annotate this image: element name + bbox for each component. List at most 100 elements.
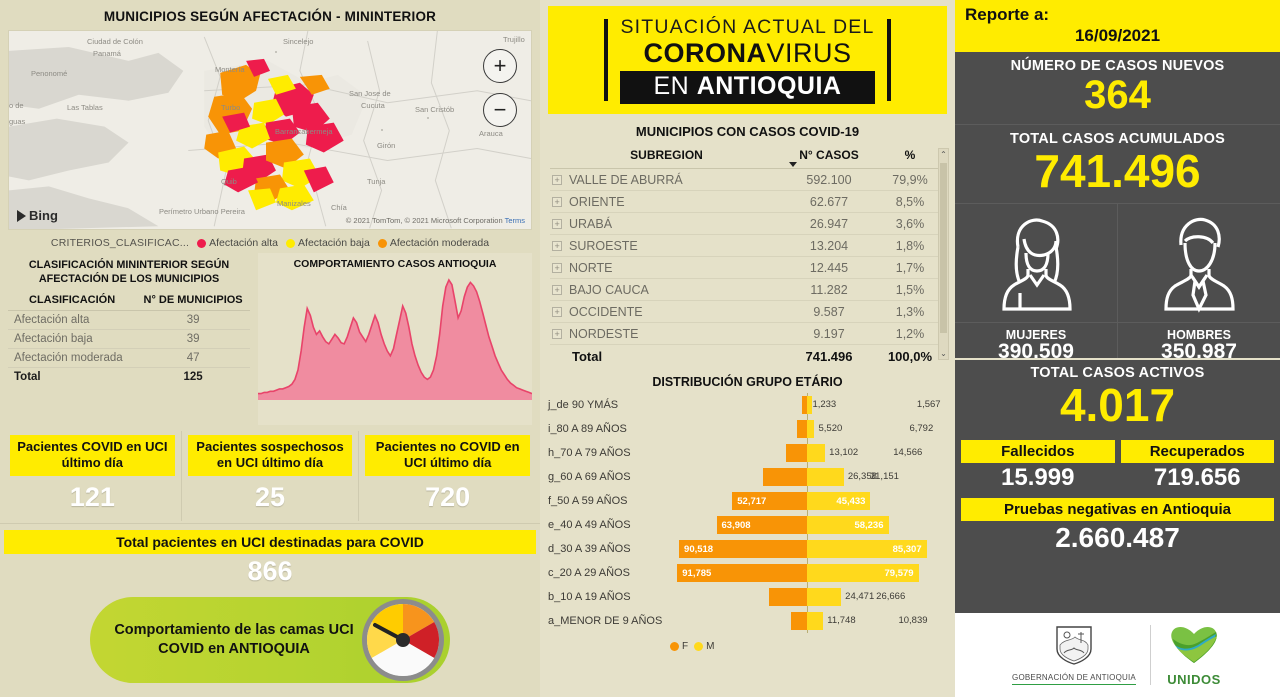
banner-line-3: EN ANTIOQUIA bbox=[620, 70, 875, 104]
pyramid-bar-female[interactable]: 52,717 bbox=[732, 492, 807, 510]
uci-covid-label: Pacientes COVID en UCI último día bbox=[10, 435, 175, 476]
col-header-cases[interactable]: N° CASOS bbox=[783, 144, 875, 169]
pyramid-value-male: 45,433 bbox=[836, 495, 866, 507]
pyramid-value-male: 26,358 bbox=[847, 471, 877, 482]
uci-suspect-value: 25 bbox=[254, 481, 286, 512]
pyramid-category-label: j_de 90 YMÁS bbox=[548, 399, 619, 411]
expand-icon[interactable]: + bbox=[552, 307, 562, 318]
table-row[interactable]: Afectación alta 39 bbox=[8, 310, 250, 330]
pyramid-row[interactable]: e_40 A 49 AÑOS 63,908 58,236 bbox=[548, 513, 947, 537]
uci-beds-banner[interactable]: Comportamiento de las camas UCI COVID en… bbox=[90, 596, 450, 683]
pyramid-row[interactable]: b_10 A 19 AÑOS 26,666 24,471 bbox=[548, 585, 947, 609]
classification-row-label: Afectación moderada bbox=[8, 348, 137, 368]
pyramid-bar-male[interactable] bbox=[806, 396, 812, 414]
pyramid-bar-female[interactable] bbox=[762, 468, 807, 486]
map-terms-link[interactable]: Terms bbox=[504, 216, 525, 225]
table-scrollbar[interactable]: ⌃ ⌄ bbox=[938, 148, 949, 360]
classification-row-label: Afectación baja bbox=[8, 329, 137, 349]
scroll-down-icon[interactable]: ⌄ bbox=[940, 349, 947, 358]
expand-icon[interactable]: + bbox=[552, 329, 562, 340]
table-row[interactable]: + SUROESTE 13.204 1,8% bbox=[550, 234, 945, 257]
map-container[interactable]: Ciudad de Colón Panamá Penonomé Las Tabl… bbox=[8, 30, 532, 230]
map-label: Arauca bbox=[479, 129, 503, 138]
col-header-subregion[interactable]: SUBREGION bbox=[550, 144, 783, 169]
legend-item-m[interactable]: M bbox=[694, 641, 714, 652]
map-label: Barrancabermeja bbox=[275, 127, 333, 136]
banner-corona-text: CORONA bbox=[643, 37, 767, 68]
table-row[interactable]: + NORTE 12.445 1,7% bbox=[550, 256, 945, 279]
expand-icon[interactable]: + bbox=[552, 175, 562, 186]
report-date: 16/09/2021 bbox=[1074, 26, 1161, 45]
pyramid-value-female: 90,518 bbox=[684, 543, 714, 555]
pyramid-row[interactable]: i_80 A 89 AÑOS 6,792 5,520 bbox=[548, 417, 947, 441]
pyramid-bar-male[interactable] bbox=[806, 468, 844, 486]
pyramid-bar-male[interactable]: 85,307 bbox=[806, 540, 927, 558]
expand-icon[interactable]: + bbox=[552, 285, 562, 296]
classification-row-value: 39 bbox=[136, 329, 250, 349]
table-row[interactable]: + VALLE DE ABURRÁ 592.100 79,9% bbox=[550, 168, 945, 191]
left-panel: MUNICIPIOS SEGÚN AFECTACIÓN - MININTERIO… bbox=[0, 0, 540, 697]
table-row[interactable]: + OCCIDENTE 9.587 1,3% bbox=[550, 300, 945, 323]
table-row[interactable]: Afectación moderada 47 bbox=[8, 348, 250, 368]
legend-item-moderada[interactable]: Afectación moderada bbox=[377, 237, 489, 249]
pyramid-value-male: 5,520 bbox=[818, 423, 843, 434]
pyramid-bar-male[interactable] bbox=[806, 612, 824, 630]
pyramid-bar-male[interactable] bbox=[806, 420, 815, 438]
pyramid-bar-female[interactable] bbox=[786, 444, 807, 462]
row-pct: 1,8% bbox=[875, 234, 945, 257]
expand-icon[interactable]: + bbox=[552, 263, 562, 274]
pyramid-bar-female[interactable]: 90,518 bbox=[679, 540, 807, 558]
pyramid-bar-female[interactable] bbox=[768, 588, 807, 606]
banner-right-rule bbox=[886, 19, 891, 101]
expand-icon[interactable]: + bbox=[552, 219, 562, 230]
legend-swatch-icon bbox=[377, 238, 387, 248]
table-row[interactable]: Afectación baja 39 bbox=[8, 329, 250, 349]
scroll-up-icon[interactable]: ⌃ bbox=[940, 150, 947, 159]
pyramid-bars: 26,666 24,471 bbox=[666, 585, 947, 609]
pyramid-row[interactable]: d_30 A 39 AÑOS 90,518 85,307 bbox=[548, 537, 947, 561]
legend-item-f[interactable]: F bbox=[670, 641, 688, 652]
table-row[interactable]: + ORIENTE 62.677 8,5% bbox=[550, 190, 945, 213]
pyramid-row[interactable]: a_MENOR DE 9 AÑOS 10,839 11,748 bbox=[548, 609, 947, 633]
uci-suspect-label: Pacientes sospechosos en UCI último día bbox=[187, 435, 353, 476]
pyramid-bar-male[interactable]: 45,433 bbox=[806, 492, 871, 510]
pyramid-row[interactable]: c_20 A 29 AÑOS 91,785 79,579 bbox=[548, 561, 947, 585]
pyramid-row[interactable]: h_70 A 79 AÑOS 14,566 13,102 bbox=[548, 441, 947, 465]
map-zoom-out-icon[interactable]: − bbox=[483, 93, 517, 127]
pyramid-bar-male[interactable] bbox=[806, 588, 841, 606]
map-zoom-in-icon[interactable]: + bbox=[483, 49, 517, 83]
men-icon-cell bbox=[1117, 204, 1280, 323]
pyramid-bar-male[interactable]: 79,579 bbox=[806, 564, 919, 582]
pyramid-bar-male[interactable] bbox=[806, 444, 825, 462]
row-subregion: SUROESTE bbox=[569, 238, 638, 253]
legend-label: Afectación baja bbox=[298, 237, 370, 249]
uci-beds-banner-text: Comportamiento de las camas UCI COVID en… bbox=[114, 621, 354, 657]
pyramid-bar-female[interactable] bbox=[801, 396, 807, 414]
pyramid-row[interactable]: j_de 90 YMÁS 1,567 1,233 bbox=[548, 393, 947, 417]
pyramid-row[interactable]: g_60 A 69 AÑOS 31,151 26,358 bbox=[548, 465, 947, 489]
pyramid-row[interactable]: f_50 A 59 AÑOS 52,717 45,433 bbox=[548, 489, 947, 513]
scrollbar-thumb[interactable] bbox=[940, 163, 947, 333]
pyramid-bar-male[interactable]: 58,236 bbox=[806, 516, 889, 534]
legend-item-alta[interactable]: Afectación alta bbox=[197, 237, 278, 249]
col-header-pct[interactable]: % bbox=[875, 144, 945, 169]
report-to-label: Reporte a: bbox=[965, 5, 1050, 24]
expand-icon[interactable]: + bbox=[552, 197, 562, 208]
map-label: Montería bbox=[215, 65, 245, 74]
table-row[interactable]: + NORDESTE 9.197 1,2% bbox=[550, 322, 945, 345]
pyramid-bar-female[interactable] bbox=[796, 420, 807, 438]
expand-icon[interactable]: + bbox=[552, 241, 562, 252]
table-row[interactable]: + URABÁ 26.947 3,6% bbox=[550, 212, 945, 235]
gender-values-row: 390.509 350.987 bbox=[955, 342, 1280, 359]
table-row[interactable]: + BAJO CAUCA 11.282 1,5% bbox=[550, 278, 945, 301]
pyramid-bar-female[interactable]: 91,785 bbox=[677, 564, 807, 582]
pyramid-bars: 1,567 1,233 bbox=[666, 393, 947, 417]
gobernacion-caption: GOBERNACIÓN DE ANTIOQUIA bbox=[1012, 672, 1136, 682]
logos-footer: GOBERNACIÓN DE ANTIOQUIA UNIDOS bbox=[955, 613, 1280, 697]
row-subregion: NORTE bbox=[569, 260, 613, 275]
legend-item-baja[interactable]: Afectación baja bbox=[286, 237, 370, 249]
banner-virus-text: VIRUS bbox=[766, 37, 852, 68]
pyramid-bar-female[interactable] bbox=[791, 612, 807, 630]
pyramid-bar-female[interactable]: 63,908 bbox=[716, 516, 807, 534]
